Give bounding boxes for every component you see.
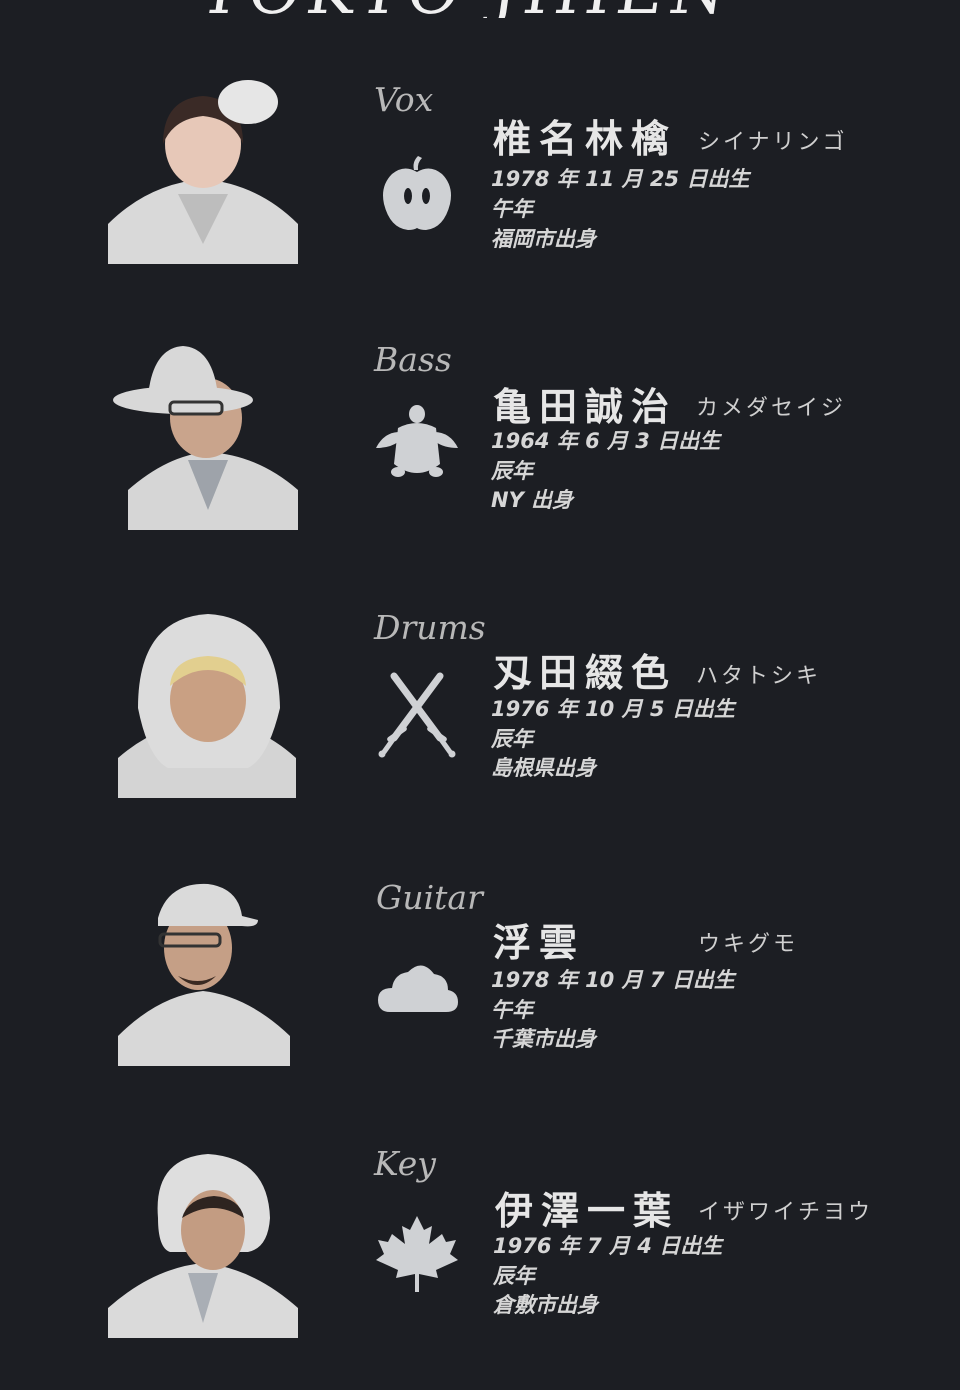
member-name-kanji-key: 伊澤一葉 bbox=[495, 1189, 680, 1233]
maple-leaf-icon bbox=[374, 1212, 460, 1298]
member-card-key: Key 伊澤一葉 イザワイチヨウ 1976 年 7 月 4 日出生 辰年 倉敷市… bbox=[0, 1144, 960, 1344]
member-zodiac-bass: 辰年 bbox=[491, 459, 533, 483]
member-zodiac-drums: 辰年 bbox=[491, 727, 533, 751]
member-name-kana-key: イザワイチヨウ bbox=[698, 1200, 874, 1225]
member-birth-key: 1976 年 7 月 4 日出生 bbox=[493, 1234, 723, 1258]
member-photo-bass bbox=[108, 340, 298, 530]
member-origin-drums: 島根県出身 bbox=[491, 756, 596, 780]
member-card-bass: Bass 亀田誠治 カメダセイジ 1964 年 6 月 3 日出生 辰年 NY … bbox=[0, 340, 960, 540]
member-birth-vox: 1978 年 11 月 25 日出生 bbox=[491, 167, 750, 191]
member-photo-key bbox=[108, 1148, 298, 1338]
member-origin-key: 倉敷市出身 bbox=[493, 1293, 598, 1317]
band-logo: TOKYO JIHEN bbox=[200, 0, 840, 18]
member-name-kanji-drums: 刄田綴色 bbox=[493, 651, 678, 695]
member-photo-drums bbox=[108, 608, 298, 798]
member-origin-guitar: 千葉市出身 bbox=[491, 1027, 596, 1051]
member-name-kana-vox: シイナリンゴ bbox=[698, 130, 848, 155]
member-birth-drums: 1976 年 10 月 5 日出生 bbox=[491, 697, 735, 721]
member-role-vox: Vox bbox=[374, 80, 434, 119]
turtle-icon bbox=[374, 402, 460, 488]
member-photo-vox bbox=[108, 74, 298, 264]
member-birth-bass: 1964 年 6 月 3 日出生 bbox=[491, 429, 721, 453]
member-birth-guitar: 1978 年 10 月 7 日出生 bbox=[491, 968, 735, 992]
band-logo-text: TOKYO JIHEN bbox=[200, 0, 840, 18]
member-role-key: Key bbox=[374, 1144, 436, 1183]
member-name-kanji-bass: 亀田誠治 bbox=[493, 385, 678, 429]
member-role-drums: Drums bbox=[374, 608, 486, 647]
member-role-bass: Bass bbox=[374, 340, 452, 379]
crossed-swords-icon bbox=[374, 672, 460, 758]
apple-icon bbox=[374, 152, 460, 238]
member-zodiac-key: 辰年 bbox=[493, 1264, 535, 1288]
member-name-kanji-guitar: 浮雲 bbox=[493, 921, 586, 965]
member-origin-bass: NY 出身 bbox=[491, 488, 574, 512]
member-origin-vox: 福岡市出身 bbox=[491, 227, 596, 251]
member-role-guitar: Guitar bbox=[376, 878, 483, 917]
member-card-guitar: Guitar 浮雲 ウキグモ 1978 年 10 月 7 日出生 午年 千葉市出… bbox=[0, 876, 960, 1076]
member-name-kanji-vox: 椎名林檎 bbox=[493, 117, 678, 161]
member-card-drums: Drums 刄田綴色 ハタトシキ 1976 年 10 月 5 日出生 辰年 島根… bbox=[0, 608, 960, 808]
member-zodiac-vox: 午年 bbox=[491, 197, 533, 221]
member-zodiac-guitar: 午年 bbox=[491, 998, 533, 1022]
member-photo-guitar bbox=[108, 876, 298, 1066]
member-name-kana-bass: カメダセイジ bbox=[696, 396, 847, 421]
cloud-icon bbox=[374, 946, 460, 1032]
member-card-vox: Vox 椎名林檎 シイナリンゴ 1978 年 11 月 25 日出生 午年 福岡… bbox=[0, 74, 960, 274]
member-name-kana-guitar: ウキグモ bbox=[698, 932, 799, 957]
member-name-kana-drums: ハタトシキ bbox=[696, 664, 822, 689]
